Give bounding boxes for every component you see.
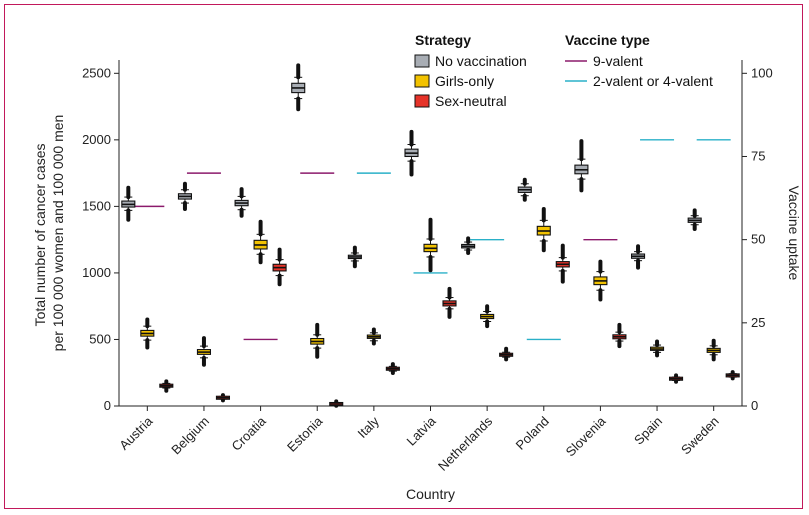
box-sex-neutral-italy [385, 362, 400, 375]
box-sex-neutral-poland [555, 243, 570, 284]
figure-frame: 0 500 1000 1500 2000 2500 0 25 50 75 100 Austria Bel… [4, 4, 803, 509]
y-axis-title: Total number of cancer cases per 100 000… [32, 115, 66, 352]
box-girls-only-poland [536, 207, 551, 253]
y2-tick-label: 75 [751, 148, 765, 163]
y2-axis-title: Vaccine uptake [786, 186, 802, 281]
box-girls-only-austria [140, 317, 155, 350]
box-no-vaccination-sweden [687, 208, 702, 232]
boxplot-chart: 0 500 1000 1500 2000 2500 0 25 50 75 100 Austria Bel… [32, 32, 802, 502]
x-axis-title: Country [406, 486, 455, 502]
legend-label-no-vaccination: No vaccination [435, 53, 527, 69]
box-sex-neutral-estonia [329, 399, 344, 408]
y2-tick-label: 50 [751, 232, 765, 247]
uptake-lines-layer [130, 139, 731, 341]
legend-vaccine-label-1: 2-valent or 4-valent [593, 73, 713, 89]
box-girls-only-estonia [310, 322, 325, 359]
x-tick-label: Spain [631, 414, 665, 448]
box-no-vaccination-italy [347, 245, 362, 269]
box-no-vaccination-estonia [291, 63, 306, 112]
box-no-vaccination-slovenia [574, 139, 589, 193]
box-no-vaccination-netherlands [461, 236, 476, 255]
x-tick-label: Latvia [403, 413, 439, 449]
box-girls-only-slovenia [593, 259, 608, 302]
box-girls-only-sweden [706, 338, 721, 362]
box-no-vaccination-belgium [177, 181, 193, 212]
box-girls-only-italy [366, 327, 381, 346]
box-no-vaccination-spain [630, 244, 646, 270]
y-tick-label: 500 [89, 331, 111, 346]
legend-swatch-girls-only [414, 74, 430, 88]
box-sex-neutral-belgium [215, 393, 231, 403]
x-tick-label: Austria [116, 413, 156, 453]
box-no-vaccination-austria [121, 185, 136, 222]
boxes-layer [121, 63, 740, 408]
y-axis-title-line-2: per 100 000 women and 100 000 men [50, 115, 66, 352]
box-sex-neutral-austria [159, 379, 174, 393]
box-girls-only-croatia [253, 219, 268, 265]
box-no-vaccination-croatia [234, 187, 249, 218]
x-tick-label: Croatia [228, 413, 269, 454]
axes-layer: 0 500 1000 1500 2000 2500 0 25 50 75 100 Austria Bel… [82, 60, 773, 474]
y-tick-label: 2500 [82, 65, 111, 80]
box-sex-neutral-slovenia [612, 322, 627, 349]
box-sex-neutral-sweden [725, 370, 740, 381]
box-girls-only-belgium [196, 336, 212, 367]
legend-label-sex-neutral: Sex-neutral [435, 93, 507, 109]
y-tick-label: 1500 [82, 198, 111, 213]
y-tick-label: 2000 [82, 132, 111, 147]
legend-vaccine-title: Vaccine type [565, 32, 650, 48]
box-sex-neutral-netherlands [499, 346, 514, 362]
legend-swatch-sex-neutral [414, 94, 430, 108]
y-tick-label: 0 [104, 398, 111, 413]
y2-tick-label: 0 [751, 398, 758, 413]
x-tick-label: Slovenia [563, 413, 609, 459]
box-sex-neutral-spain [668, 373, 684, 384]
x-tick-label: Poland [513, 414, 552, 453]
box-no-vaccination-poland [517, 177, 532, 202]
box-girls-only-spain [649, 339, 665, 358]
y2-tick-label: 25 [751, 315, 765, 330]
x-tick-label: Estonia [284, 413, 326, 455]
x-tick-label: Italy [355, 413, 383, 441]
x-tick-label: Sweden [678, 414, 722, 458]
box-sex-neutral-latvia [442, 286, 457, 319]
legend: Strategy Vaccine type No vaccination Girls-… [414, 32, 713, 109]
legend-swatch-no-vaccination [414, 54, 430, 68]
box-sex-neutral-croatia [272, 247, 287, 287]
legend-label-girls-only: Girls-only [435, 73, 494, 89]
y-tick-label: 1000 [82, 265, 111, 280]
box-girls-only-netherlands [480, 304, 495, 329]
legend-strategy-title: Strategy [415, 32, 471, 48]
box-no-vaccination-latvia [404, 129, 419, 177]
y2-tick-label: 100 [751, 65, 773, 80]
legend-vaccine-label-0: 9-valent [593, 53, 643, 69]
y-axis-title-line-1: Total number of cancer cases [32, 144, 48, 327]
x-tick-label: Belgium [168, 414, 212, 458]
x-tick-label: Netherlands [435, 413, 496, 474]
box-girls-only-latvia [423, 217, 438, 273]
